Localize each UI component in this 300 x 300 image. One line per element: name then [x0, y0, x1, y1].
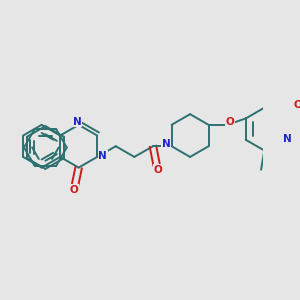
Text: N: N: [98, 151, 107, 161]
Text: N: N: [73, 117, 82, 127]
Text: N: N: [162, 139, 170, 149]
Text: O: O: [294, 100, 300, 110]
Text: O: O: [226, 117, 235, 127]
Text: O: O: [154, 165, 162, 175]
Text: O: O: [69, 184, 78, 194]
Text: N: N: [284, 134, 292, 144]
